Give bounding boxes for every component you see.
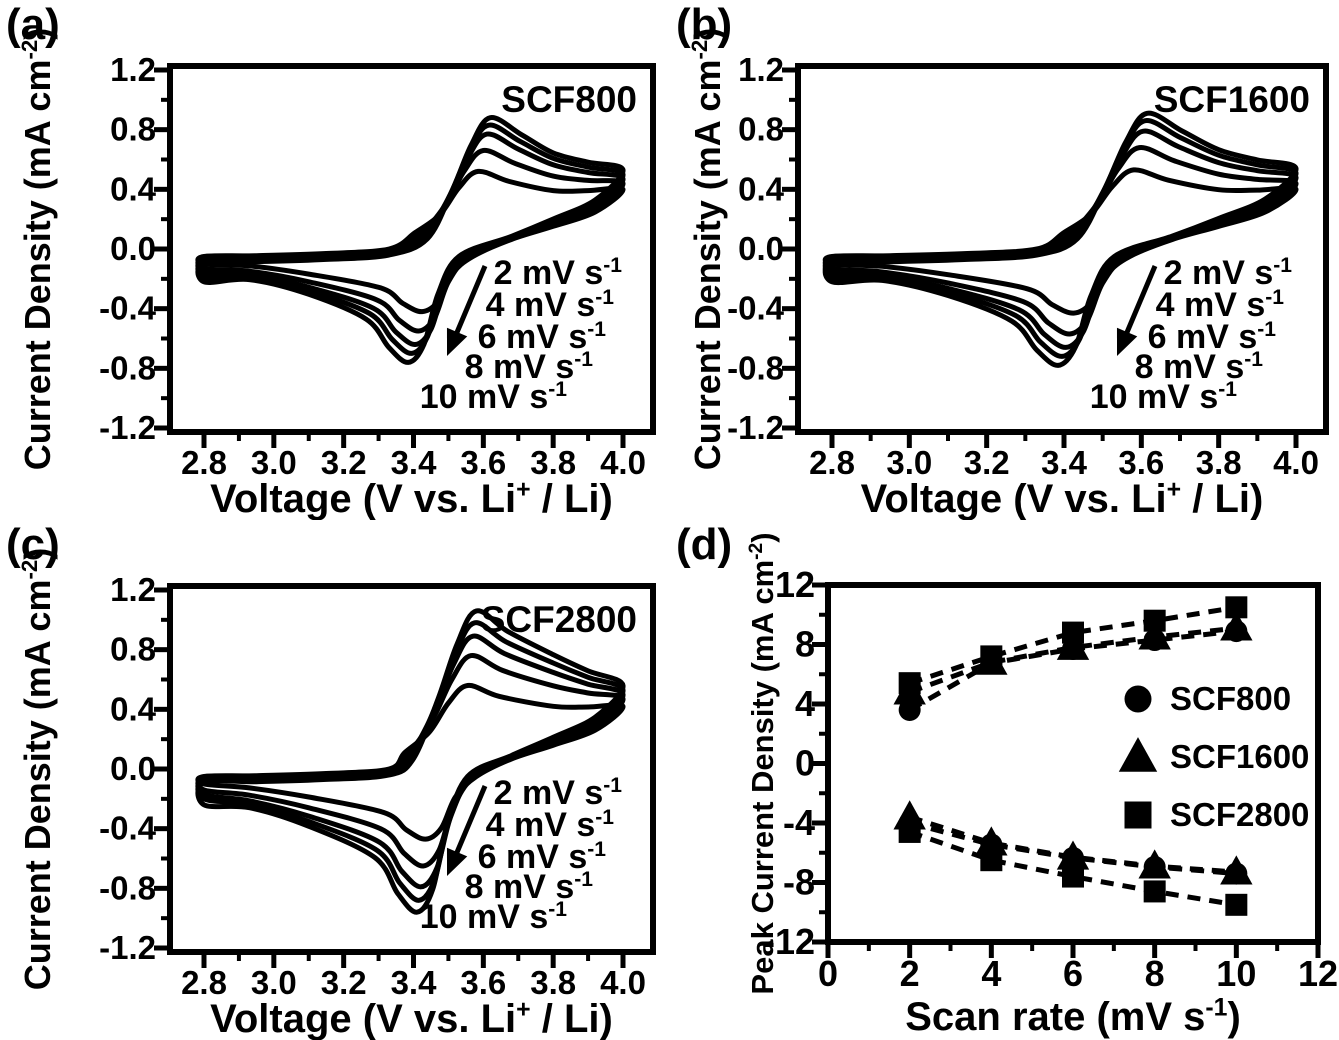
svg-text:Voltage (V vs. Li+ / Li): Voltage (V vs. Li+ / Li) bbox=[861, 477, 1264, 520]
svg-text:6: 6 bbox=[1063, 953, 1083, 994]
svg-text:-0.4: -0.4 bbox=[99, 290, 157, 327]
svg-text:-0.8: -0.8 bbox=[99, 869, 156, 906]
svg-text:2.8: 2.8 bbox=[809, 444, 855, 481]
svg-text:SCF800: SCF800 bbox=[501, 79, 637, 120]
svg-text:12: 12 bbox=[775, 564, 815, 605]
svg-text:4.0: 4.0 bbox=[1273, 444, 1319, 481]
svg-text:0.4: 0.4 bbox=[738, 170, 785, 207]
panel-d-scatter-chart: 0 2 4 6 8 10 12 12 8 4 0 -4 -8 -12 Scan rate (mV s-1) P… bbox=[745, 532, 1338, 1039]
svg-text:4 mV s-1: 4 mV s-1 bbox=[1156, 286, 1285, 324]
svg-text:4: 4 bbox=[981, 953, 1001, 994]
svg-text:-12: -12 bbox=[763, 921, 815, 962]
svg-text:12: 12 bbox=[1298, 953, 1338, 994]
svg-text:0.0: 0.0 bbox=[110, 230, 156, 267]
svg-text:-0.4: -0.4 bbox=[727, 290, 785, 327]
svg-text:SCF2800: SCF2800 bbox=[1170, 796, 1309, 833]
svg-text:SCF2800: SCF2800 bbox=[481, 599, 637, 640]
svg-text:3.8: 3.8 bbox=[530, 444, 576, 481]
svg-text:2 mV s-1: 2 mV s-1 bbox=[494, 774, 623, 812]
svg-text:0.8: 0.8 bbox=[110, 631, 156, 668]
svg-text:10 mV s-1: 10 mV s-1 bbox=[1090, 378, 1238, 416]
svg-text:3.4: 3.4 bbox=[391, 964, 438, 1001]
svg-text:-0.8: -0.8 bbox=[727, 349, 784, 386]
svg-text:3.8: 3.8 bbox=[530, 964, 576, 1001]
svg-text:1.2: 1.2 bbox=[110, 51, 156, 88]
svg-text:4 mV s-1: 4 mV s-1 bbox=[486, 286, 615, 324]
panel-d: (d) 0 2 4 6 8 10 12 12 8 4 0 -4 -8 -12 Scan rate (mV s… bbox=[670, 520, 1339, 1040]
svg-text:8: 8 bbox=[795, 624, 815, 665]
svg-text:3.2: 3.2 bbox=[321, 964, 367, 1001]
svg-text:-0.4: -0.4 bbox=[99, 810, 157, 847]
svg-text:Peak Current Density (mA cm-2): Peak Current Density (mA cm-2) bbox=[745, 532, 780, 994]
svg-text:-0.8: -0.8 bbox=[99, 349, 156, 386]
svg-text:6 mV s-1: 6 mV s-1 bbox=[1148, 318, 1277, 356]
panel-a: (a) 2.8 3.0 3.2 3.4 3.6 3.8 4.0 1.2 0.8 0.4 0.0 -0.… bbox=[0, 0, 670, 520]
svg-text:-1.2: -1.2 bbox=[727, 409, 784, 446]
svg-text:8 mV s-1: 8 mV s-1 bbox=[465, 868, 594, 906]
svg-text:3.8: 3.8 bbox=[1196, 444, 1242, 481]
svg-text:Voltage (V vs. Li+ / Li): Voltage (V vs. Li+ / Li) bbox=[210, 997, 613, 1040]
svg-text:-4: -4 bbox=[783, 802, 815, 843]
svg-text:SCF1600: SCF1600 bbox=[1154, 79, 1310, 120]
svg-text:3.6: 3.6 bbox=[460, 964, 506, 1001]
panel-c: (c) 2.8 3.0 3.2 3.4 3.6 3.8 4.0 1.2 0.8 0.4 0.0 -0.… bbox=[0, 520, 670, 1040]
svg-text:10 mV s-1: 10 mV s-1 bbox=[420, 898, 568, 936]
svg-text:2.8: 2.8 bbox=[181, 444, 227, 481]
svg-text:6 mV s-1: 6 mV s-1 bbox=[478, 318, 607, 356]
svg-text:0.8: 0.8 bbox=[110, 111, 156, 148]
svg-text:Voltage (V vs. Li+ / Li): Voltage (V vs. Li+ / Li) bbox=[210, 477, 613, 520]
svg-text:10: 10 bbox=[1216, 953, 1256, 994]
panel-b: (b) 2.8 3.0 3.2 3.4 3.6 3.8 4.0 1.2 0.8 0.4 0.0 -0.… bbox=[670, 0, 1339, 520]
svg-text:4: 4 bbox=[795, 683, 815, 724]
panel-b-letter: (b) bbox=[676, 0, 733, 49]
svg-text:4.0: 4.0 bbox=[600, 444, 646, 481]
svg-text:-1.2: -1.2 bbox=[99, 409, 156, 446]
svg-text:3.6: 3.6 bbox=[460, 444, 506, 481]
svg-text:3.4: 3.4 bbox=[1041, 444, 1088, 481]
svg-text:4.0: 4.0 bbox=[600, 964, 646, 1001]
panel-d-letter: (d) bbox=[676, 520, 733, 569]
svg-text:Scan rate (mV s-1): Scan rate (mV s-1) bbox=[905, 995, 1241, 1039]
svg-text:0.0: 0.0 bbox=[738, 230, 784, 267]
svg-text:3.4: 3.4 bbox=[391, 444, 438, 481]
svg-text:2 mV s-1: 2 mV s-1 bbox=[494, 254, 623, 292]
svg-text:0.4: 0.4 bbox=[110, 690, 157, 727]
panel-c-letter: (c) bbox=[6, 520, 60, 569]
svg-text:Current Density (mA cm-2): Current Density (mA cm-2) bbox=[17, 28, 58, 471]
svg-text:SCF1600: SCF1600 bbox=[1170, 738, 1309, 775]
svg-text:3.6: 3.6 bbox=[1118, 444, 1164, 481]
svg-text:2.8: 2.8 bbox=[181, 964, 227, 1001]
svg-text:0.8: 0.8 bbox=[738, 111, 784, 148]
panel-a-cv-chart: 2.8 3.0 3.2 3.4 3.6 3.8 4.0 1.2 0.8 0.4 0.0 -0.4 -0.… bbox=[17, 28, 656, 520]
svg-text:6 mV s-1: 6 mV s-1 bbox=[478, 838, 607, 876]
svg-text:3.2: 3.2 bbox=[964, 444, 1010, 481]
svg-text:2: 2 bbox=[900, 953, 920, 994]
svg-text:1.2: 1.2 bbox=[738, 51, 784, 88]
panel-c-cv-chart: 2.8 3.0 3.2 3.4 3.6 3.8 4.0 1.2 0.8 0.4 0.0 -0.4 -0.… bbox=[17, 548, 656, 1040]
svg-text:4 mV s-1: 4 mV s-1 bbox=[486, 806, 615, 844]
svg-text:3.0: 3.0 bbox=[251, 444, 297, 481]
svg-text:Current Density (mA cm-2): Current Density (mA cm-2) bbox=[687, 28, 728, 471]
svg-text:10 mV s-1: 10 mV s-1 bbox=[420, 378, 568, 416]
svg-text:8: 8 bbox=[1145, 953, 1165, 994]
svg-text:3.2: 3.2 bbox=[321, 444, 367, 481]
svg-text:Current Density (mA cm-2): Current Density (mA cm-2) bbox=[17, 548, 58, 991]
svg-text:0.0: 0.0 bbox=[110, 750, 156, 787]
svg-text:2 mV s-1: 2 mV s-1 bbox=[1164, 254, 1293, 292]
panel-b-cv-chart: 2.8 3.0 3.2 3.4 3.6 3.8 4.0 1.2 0.8 0.4 0.0 -0.4 -0.… bbox=[687, 28, 1329, 520]
svg-text:3.0: 3.0 bbox=[251, 964, 297, 1001]
svg-text:1.2: 1.2 bbox=[110, 571, 156, 608]
svg-text:-1.2: -1.2 bbox=[99, 929, 156, 966]
svg-text:SCF800: SCF800 bbox=[1170, 680, 1291, 717]
svg-text:0.4: 0.4 bbox=[110, 170, 157, 207]
svg-text:-8: -8 bbox=[783, 862, 815, 903]
svg-text:8 mV s-1: 8 mV s-1 bbox=[1135, 348, 1264, 386]
svg-text:8 mV s-1: 8 mV s-1 bbox=[465, 348, 594, 386]
svg-text:0: 0 bbox=[818, 953, 838, 994]
svg-text:0: 0 bbox=[795, 743, 815, 784]
svg-text:3.0: 3.0 bbox=[886, 444, 932, 481]
panel-a-letter: (a) bbox=[6, 0, 60, 49]
